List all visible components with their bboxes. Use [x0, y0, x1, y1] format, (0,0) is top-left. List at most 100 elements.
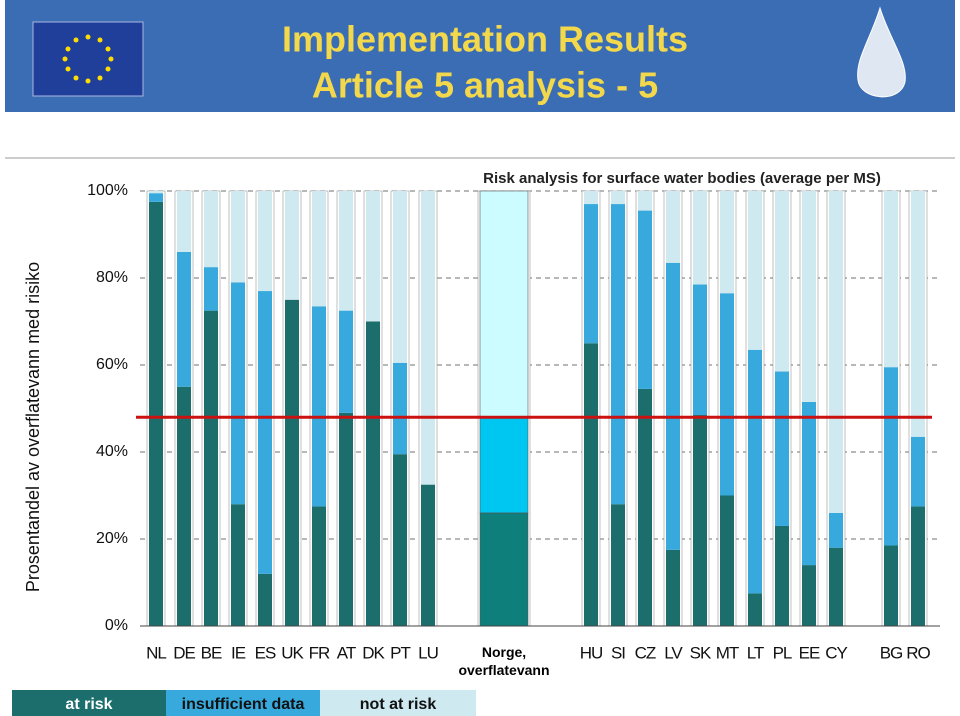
legend-label: at risk [65, 696, 112, 713]
bar-segment [911, 436, 925, 507]
bar-segment [775, 191, 789, 372]
y-tick-label: 60% [96, 356, 128, 373]
bar-segment [393, 362, 407, 455]
x-tick-label: LT [747, 643, 764, 662]
x-tick-label: AT [337, 643, 356, 662]
bar-segment [693, 284, 707, 416]
x-tick-label: SI [611, 643, 625, 662]
drop-icon [857, 6, 906, 98]
bar-segment [638, 210, 652, 389]
bar-segment [366, 191, 380, 322]
bar-segment [177, 191, 191, 252]
x-tick-label: RO [906, 643, 930, 662]
bar-segment [720, 495, 734, 626]
y-tick-label: 0% [105, 617, 128, 634]
bar-segment [204, 310, 218, 626]
bar-segment [258, 291, 272, 574]
x-tick-label: IE [231, 643, 246, 662]
x-tick-label: FR [309, 643, 330, 662]
bar-segment [584, 191, 598, 205]
x-tick-label: NL [146, 643, 166, 662]
x-tick-label: SK [690, 643, 712, 662]
y-tick-label: 40% [96, 443, 128, 460]
legend-label: not at risk [360, 696, 437, 713]
legend-swatch [12, 690, 166, 716]
bar-segment [479, 512, 529, 627]
bar-segment [204, 267, 218, 311]
bar-segment [884, 191, 898, 368]
bar-segment [177, 386, 191, 626]
bar-segment [312, 306, 326, 507]
legend-label: insufficient data [182, 696, 305, 713]
bar-segment [693, 415, 707, 626]
bar-segment [884, 367, 898, 546]
bar-segment [149, 191, 163, 194]
bar-segment [829, 191, 843, 513]
bar-segment [339, 412, 353, 626]
bar-segment [258, 573, 272, 626]
eu-flag [32, 21, 144, 97]
x-tick-label: BE [201, 643, 222, 662]
bar-segment [312, 506, 326, 626]
bar-segment [775, 371, 789, 526]
x-tick-label: Norge, overflatevann [458, 644, 550, 678]
bar-segment [285, 191, 299, 300]
bar-segment [884, 545, 898, 626]
bar-segment [393, 191, 407, 363]
bar-segment [748, 593, 762, 626]
bar-segment [366, 321, 380, 626]
bar-segment [911, 506, 925, 626]
y-tick-label: 80% [96, 269, 128, 286]
x-tick-label: MT [716, 643, 739, 662]
bar-segment [802, 565, 816, 626]
x-tick-label: DK [362, 643, 385, 662]
x-tick-label: LU [418, 643, 438, 662]
bar-segment [231, 282, 245, 505]
slide-title: Implementation Results [282, 19, 688, 60]
bar-segment [421, 484, 435, 626]
bar-segment [829, 512, 843, 548]
legend-swatch [320, 690, 476, 716]
x-tick-label: LV [664, 643, 683, 662]
banner [5, 0, 955, 112]
x-tick-label: CY [825, 643, 847, 662]
bar-segment [802, 191, 816, 402]
bar-segment [911, 191, 925, 437]
bar-segment [748, 349, 762, 594]
x-tick-label: ES [255, 643, 276, 662]
bar-segment [258, 191, 272, 292]
flag-stars [62, 34, 114, 84]
x-tick-label: DE [173, 643, 195, 662]
bar-segment [177, 251, 191, 387]
bar-segment [638, 388, 652, 626]
bar-segment [479, 416, 529, 514]
bar-segment [339, 191, 353, 311]
bar-segment [479, 190, 529, 418]
bar-segment [204, 191, 218, 268]
bar-segment [285, 299, 299, 626]
bar-segment [149, 201, 163, 626]
x-tick-label: BG [880, 643, 903, 662]
y-axis-label: Prosentandel av overflatevann med risiko [23, 262, 43, 592]
bar-segment [584, 343, 598, 626]
bar-segment [584, 204, 598, 344]
bar-segment [611, 191, 625, 205]
x-tick-label: PL [773, 643, 792, 662]
chart-title: Risk analysis for surface water bodies (… [483, 170, 881, 187]
bar-segment [638, 191, 652, 211]
bar-segment [149, 193, 163, 202]
bar-segment [720, 191, 734, 294]
bar-segment [802, 401, 816, 566]
y-tick-label: 100% [87, 182, 128, 199]
bar-segment [231, 191, 245, 283]
x-tick-label: PT [390, 643, 410, 662]
x-tick-label: UK [281, 643, 304, 662]
bar-segment [720, 293, 734, 496]
bar-segment [693, 191, 707, 285]
bar-segment [312, 191, 326, 307]
bar-segment [666, 191, 680, 263]
x-tick-label: HU [580, 643, 603, 662]
bar-segment [611, 204, 625, 505]
